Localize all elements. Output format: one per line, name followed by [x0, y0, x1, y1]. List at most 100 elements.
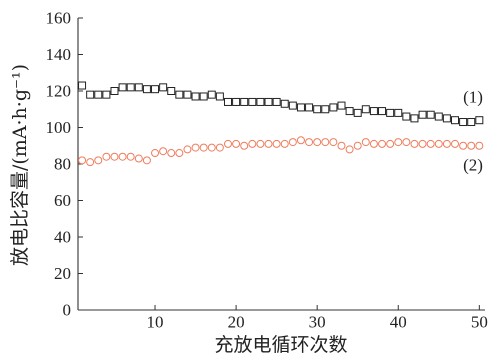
series-1-point [337, 101, 346, 110]
x-tick-label: 20 [228, 313, 245, 332]
series-2-point [369, 139, 378, 148]
series-2-label: (2) [463, 156, 483, 175]
series-1-point [426, 110, 435, 119]
y-tick-label: 80 [54, 155, 71, 174]
series-1-point [110, 87, 119, 95]
series-1-point [459, 118, 468, 127]
series-1-point [86, 90, 95, 99]
series-2-point [232, 139, 241, 148]
series-1-point [159, 83, 168, 92]
series-1-point [134, 83, 143, 92]
series-1-point [305, 103, 314, 112]
series-2-point [118, 152, 127, 161]
series-2-point [345, 145, 354, 154]
x-tick-label: 40 [390, 313, 407, 332]
series-1-point [288, 101, 297, 110]
series-1-point [272, 97, 281, 106]
series-1-point [394, 108, 403, 117]
y-tick-label: 60 [54, 191, 71, 210]
series-2-point [126, 152, 135, 161]
y-tick-label: 0 [63, 301, 72, 320]
series-1-point [451, 116, 460, 125]
series-1-point [369, 107, 378, 116]
series-1-markers [78, 81, 484, 127]
series-1-point [167, 87, 176, 95]
series-2-point [159, 147, 168, 156]
series-2-point [402, 138, 411, 147]
series-2-point [191, 143, 200, 152]
series-1-point [151, 85, 160, 94]
series-1-point [467, 118, 476, 127]
y-tick-label: 120 [46, 82, 72, 101]
series-2-point [240, 141, 249, 150]
series-1-point [191, 92, 200, 101]
series-2-point [199, 143, 208, 152]
series-2-point [207, 143, 216, 152]
series-2-point [361, 138, 370, 147]
series-1-point [353, 108, 362, 117]
series-1-point [102, 90, 111, 99]
series-1-point [142, 85, 151, 94]
series-2-point [167, 149, 176, 158]
series-2-point [296, 136, 305, 145]
series-1-point [78, 81, 87, 90]
series-2-markers [78, 136, 484, 167]
series-1-point [232, 97, 241, 106]
series-1-point [223, 97, 232, 106]
series-1-point [240, 97, 249, 106]
series-2-point [321, 138, 330, 147]
y-axis-title: 放电比容量/(mA·h·g⁻¹) [9, 64, 31, 266]
series-1-point [402, 112, 411, 121]
x-ticks: 10 20 30 40 50 [147, 305, 488, 332]
series-2-point [280, 139, 289, 148]
series-2-point [459, 141, 468, 150]
series-2-point [353, 141, 362, 150]
series-1-point [175, 90, 184, 99]
y-tick-label: 160 [46, 9, 72, 28]
series-2-point [272, 139, 281, 148]
x-axis: 10 20 30 40 50 [78, 305, 488, 332]
series-1-point [296, 103, 305, 112]
series-1-point [118, 83, 127, 92]
series-2-point [475, 141, 484, 150]
series-2-point [442, 139, 451, 148]
y-axis: 0 20 40 60 80 100 120 140 160 [46, 9, 83, 320]
series-2-point [386, 139, 395, 148]
series-1-point [280, 99, 289, 108]
series-1-label: (1) [463, 88, 483, 107]
series-2-point [94, 156, 103, 165]
series-2-point [102, 152, 111, 161]
series-1-point [207, 90, 216, 99]
series-1-point [418, 110, 427, 119]
series-1-point [256, 97, 265, 106]
series-1-point [475, 116, 484, 125]
series-2-point [337, 141, 346, 150]
series-2-point [134, 154, 143, 163]
series-1-point [321, 105, 330, 114]
series-1-point [329, 103, 338, 112]
x-tick-label: 10 [147, 313, 164, 332]
series-1-point [94, 90, 103, 99]
series-2-point [78, 156, 87, 165]
series-1-point [183, 90, 192, 99]
series-2-point [264, 139, 273, 148]
y-tick-label: 20 [54, 264, 71, 283]
series-2-point [110, 152, 119, 161]
series-1-point [264, 97, 273, 106]
y-ticks: 0 20 40 60 80 100 120 140 160 [46, 9, 83, 320]
series-2-point [151, 149, 160, 158]
series-2-point [305, 138, 314, 147]
series-1-point [378, 107, 387, 116]
series-1-point [126, 83, 135, 92]
series-2-point [288, 138, 297, 147]
series-1-point [248, 97, 257, 106]
series-2-point [426, 139, 435, 148]
series-2-point [329, 138, 338, 147]
series-1-point [410, 114, 419, 123]
series-2-point [418, 139, 427, 148]
series-1-point [215, 92, 224, 101]
series-1-point [434, 112, 443, 121]
series-2-point [451, 139, 460, 148]
series-2-point [434, 139, 443, 148]
y-tick-label: 40 [54, 228, 71, 247]
